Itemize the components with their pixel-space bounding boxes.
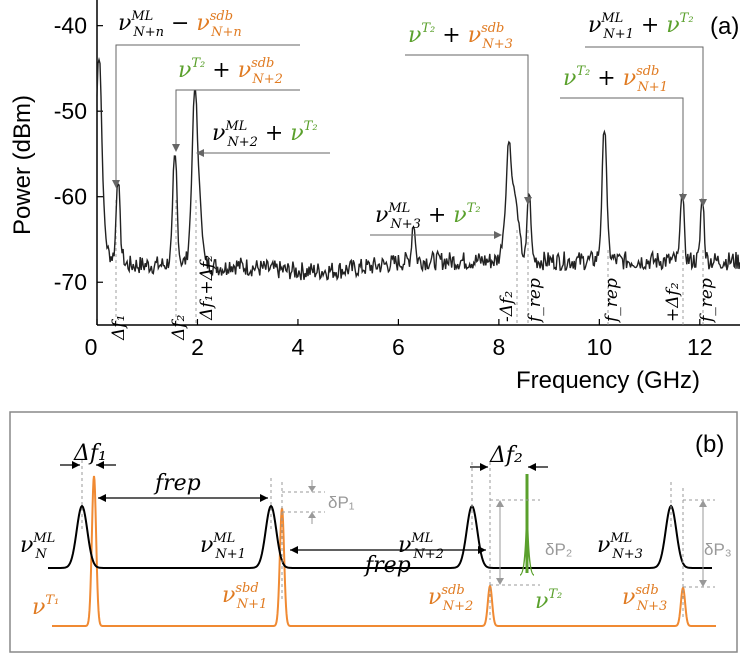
y-tick-label: -40: [54, 13, 87, 39]
dp1-label: δP₁: [328, 493, 355, 512]
ml-n1-label: νML N+1: [200, 531, 246, 562]
dp2-ah-b: [496, 578, 504, 585]
y-tick-label: -60: [54, 184, 87, 210]
sdb-n2-label: νsdb N+2: [428, 583, 473, 614]
annotation-7: νT₂ + νsdb N+1: [563, 64, 668, 95]
callout-1: [115, 44, 300, 186]
ah-6: [96, 461, 104, 469]
dp3-ah-b: [699, 580, 707, 587]
annotation-1: νML N+n − νsdb N+n: [118, 9, 242, 40]
callout-7: [560, 97, 684, 200]
ah-3: [290, 546, 298, 554]
sideband-trace: [52, 475, 716, 627]
ah-1: [98, 494, 106, 502]
marker-label-mdf2: -Δf₂: [497, 291, 517, 322]
annotation-4: νML N+3 + νT₂: [375, 201, 481, 232]
tone2-foot: [519, 473, 535, 576]
dp3-ah-a: [699, 500, 707, 507]
x-ticks: 0 2 4 6 8 10 12: [85, 319, 713, 360]
panel-b-label: (b): [695, 431, 724, 458]
dp-arrowheads: [308, 486, 707, 587]
ah-2: [260, 494, 268, 502]
vt1-label: νT₁: [32, 593, 59, 620]
frep-arrows: [60, 464, 548, 551]
dp2-label: δP₂: [545, 540, 572, 559]
callout-6: [585, 46, 704, 205]
sdb-n3-label: νsdb N+3: [622, 583, 667, 614]
panel-b-frame: [9, 411, 738, 653]
callout-2: [175, 89, 300, 150]
frep-arrowheads: [72, 461, 536, 554]
annotations: νML N+n − νsdb N+n νT₂ + νsdb N+2 νML N+2 + …: [118, 9, 694, 232]
x-tick-label: 2: [191, 334, 204, 360]
df2-label: Δf₂: [489, 443, 523, 468]
arrow-5: [524, 197, 532, 205]
x-tick-label: 4: [292, 334, 305, 360]
frep-label-1: frep: [153, 471, 201, 496]
callout-5: [405, 54, 529, 203]
annotation-5: νT₂ + νsdb N+3: [408, 21, 513, 52]
marker-label-frep1: f_rep: [525, 278, 545, 324]
marker-label-df2: Δf₂: [169, 314, 189, 341]
annotation-2: νT₂ + νsdb N+2: [178, 56, 283, 87]
marker-label-frep3: f_rep: [697, 278, 717, 324]
ml-n-label: νML N: [20, 531, 55, 562]
arrow-7: [679, 194, 687, 202]
spectrum-panel: -40 -50 -60 -70 0 2 4 6 8 10 12 Power (dBm) Frequ…: [9, 0, 740, 394]
arrow-6: [699, 199, 707, 207]
y-tick-label: -70: [54, 269, 87, 295]
arrow-1: [112, 180, 120, 188]
marker-labels: Δf₁ Δf₂ Δf₁+Δf₂ -Δf₂ f_rep f_rep +Δf₂ f_…: [109, 255, 717, 341]
marker-label-df1: Δf₁: [109, 315, 129, 341]
arrow-4: [494, 231, 502, 239]
y-ticks: -40 -50 -60 -70: [54, 13, 103, 295]
dp2-ah-a: [496, 500, 504, 507]
guides: [81, 460, 715, 620]
ml-n2-label: νML N+2: [398, 531, 444, 562]
callout-arrows: [112, 144, 707, 239]
ah-4: [478, 546, 486, 554]
spectrum-series: [96, 56, 740, 282]
marker-label-pdf2: +Δf₂: [663, 282, 683, 322]
panel-a-label: (a): [710, 13, 739, 40]
frep-label-2: frep: [363, 553, 411, 578]
arrow-3: [196, 149, 204, 157]
dp1-ah-b: [308, 512, 316, 518]
arrow-2: [172, 144, 180, 152]
y-tick-label: -50: [54, 98, 87, 124]
schematic-panel: (b): [9, 411, 738, 653]
x-tick-label: 6: [392, 334, 405, 360]
sbd-n1-label: νsbd N+1: [222, 581, 267, 612]
marker-label-df1df2: Δf₁+Δf₂: [197, 255, 217, 321]
x-tick-label: 8: [492, 334, 505, 360]
annotation-3: νML N+2 + νT₂: [212, 119, 318, 150]
x-tick-label: 0: [85, 334, 98, 360]
x-tick-label: 10: [587, 334, 613, 360]
ml-trace: [48, 504, 712, 569]
ah-8: [528, 463, 536, 471]
df1-label: Δf₁: [73, 441, 107, 466]
x-tick-label: 12: [687, 334, 713, 360]
dp3-label: δP₃: [704, 540, 732, 559]
x-axis-title: Frequency (GHz): [516, 367, 700, 394]
ml-n3-label: νML N+3: [597, 531, 643, 562]
dp1-ah-a: [308, 486, 316, 492]
marker-label-frep2: f_rep: [602, 278, 622, 324]
ah-7: [480, 463, 488, 471]
y-axis-title: Power (dBm): [9, 95, 36, 235]
callouts: [115, 44, 704, 236]
vt2-label: νT₂: [535, 587, 562, 614]
annotation-6: νML N+1 + νT₂: [588, 11, 694, 42]
ah-5: [72, 461, 80, 469]
